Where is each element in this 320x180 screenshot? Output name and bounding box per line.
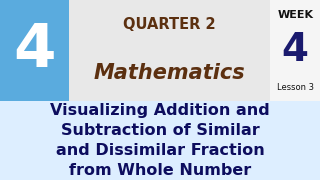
- Bar: [270, 0, 320, 101]
- Bar: [0, 0, 320, 101]
- Bar: [0, 101, 320, 180]
- Text: Subtraction of Similar: Subtraction of Similar: [60, 123, 260, 138]
- Text: Lesson 3: Lesson 3: [277, 83, 314, 92]
- Text: 4: 4: [282, 31, 309, 69]
- Text: Visualizing Addition and: Visualizing Addition and: [50, 103, 270, 118]
- Text: from Whole Number: from Whole Number: [69, 163, 251, 178]
- Text: WEEK: WEEK: [277, 10, 313, 20]
- Text: 4: 4: [13, 21, 56, 80]
- Text: and Dissimilar Fraction: and Dissimilar Fraction: [56, 143, 264, 158]
- Text: Mathematics: Mathematics: [94, 63, 245, 83]
- Bar: [0, 0, 69, 101]
- Text: QUARTER 2: QUARTER 2: [123, 17, 216, 32]
